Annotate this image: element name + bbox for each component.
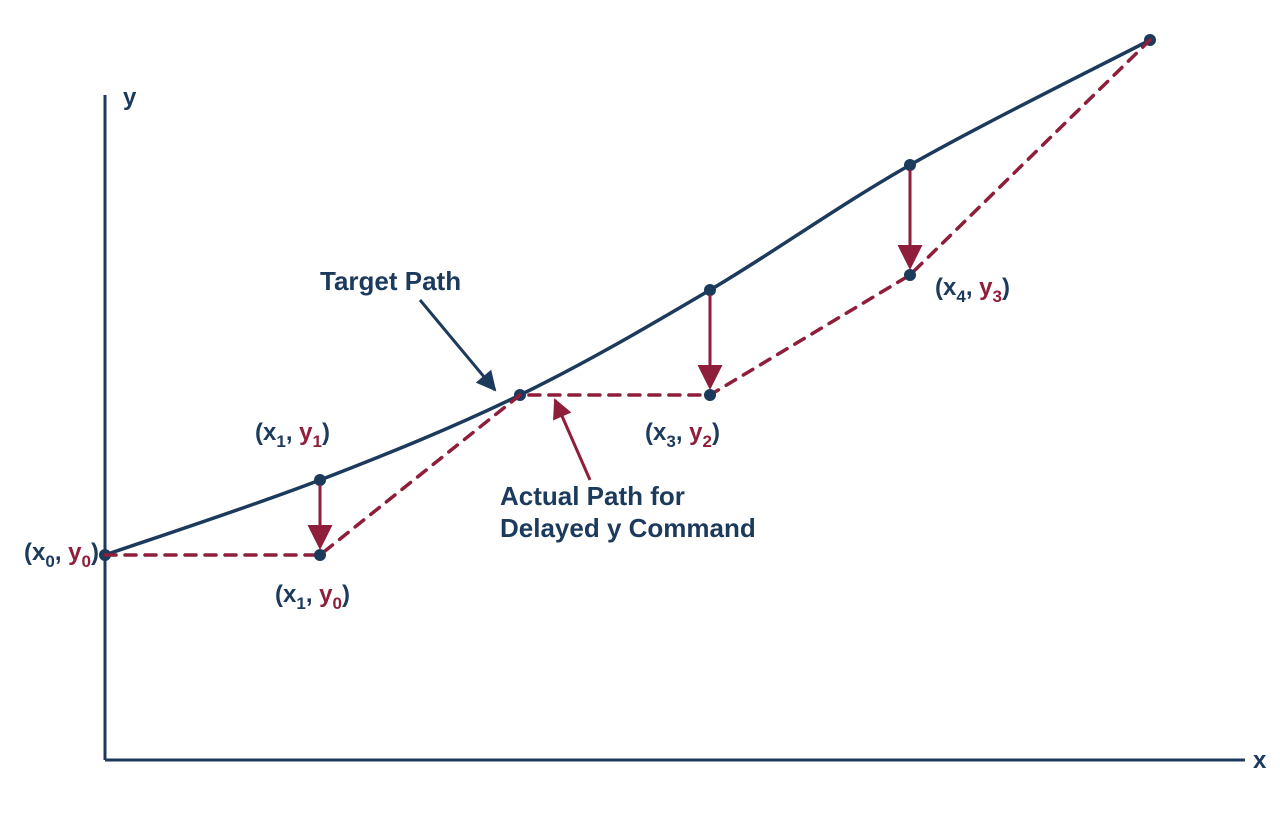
actual-path-label: Actual Path forDelayed y Command xyxy=(500,481,756,543)
actual-point xyxy=(904,269,916,281)
coord-label: (x1, y0) xyxy=(275,581,350,613)
coord-label: (x0, y0) xyxy=(24,539,99,571)
target-point xyxy=(704,284,716,296)
target-path-arrow xyxy=(420,300,495,390)
y-axis-label: y xyxy=(123,84,137,111)
target-path-label: Target Path xyxy=(320,266,461,296)
coord-label: (x1, y1) xyxy=(255,419,330,451)
coord-label: (x3, y2) xyxy=(645,419,720,451)
actual-path-arrow xyxy=(555,400,590,480)
point-labels: (x0, y0) (x1, y1) (x1, y0) (x3, y2) (x4, y3) xyxy=(24,274,1010,613)
actual-point xyxy=(314,549,326,561)
x-axis-label: x xyxy=(1253,747,1267,774)
target-point xyxy=(904,159,916,171)
actual-point xyxy=(704,389,716,401)
target-point xyxy=(314,474,326,486)
diagram-canvas: y x Target Path Actual Path forDelayed y C… xyxy=(0,0,1280,815)
coord-label: (x4, y3) xyxy=(935,274,1010,306)
